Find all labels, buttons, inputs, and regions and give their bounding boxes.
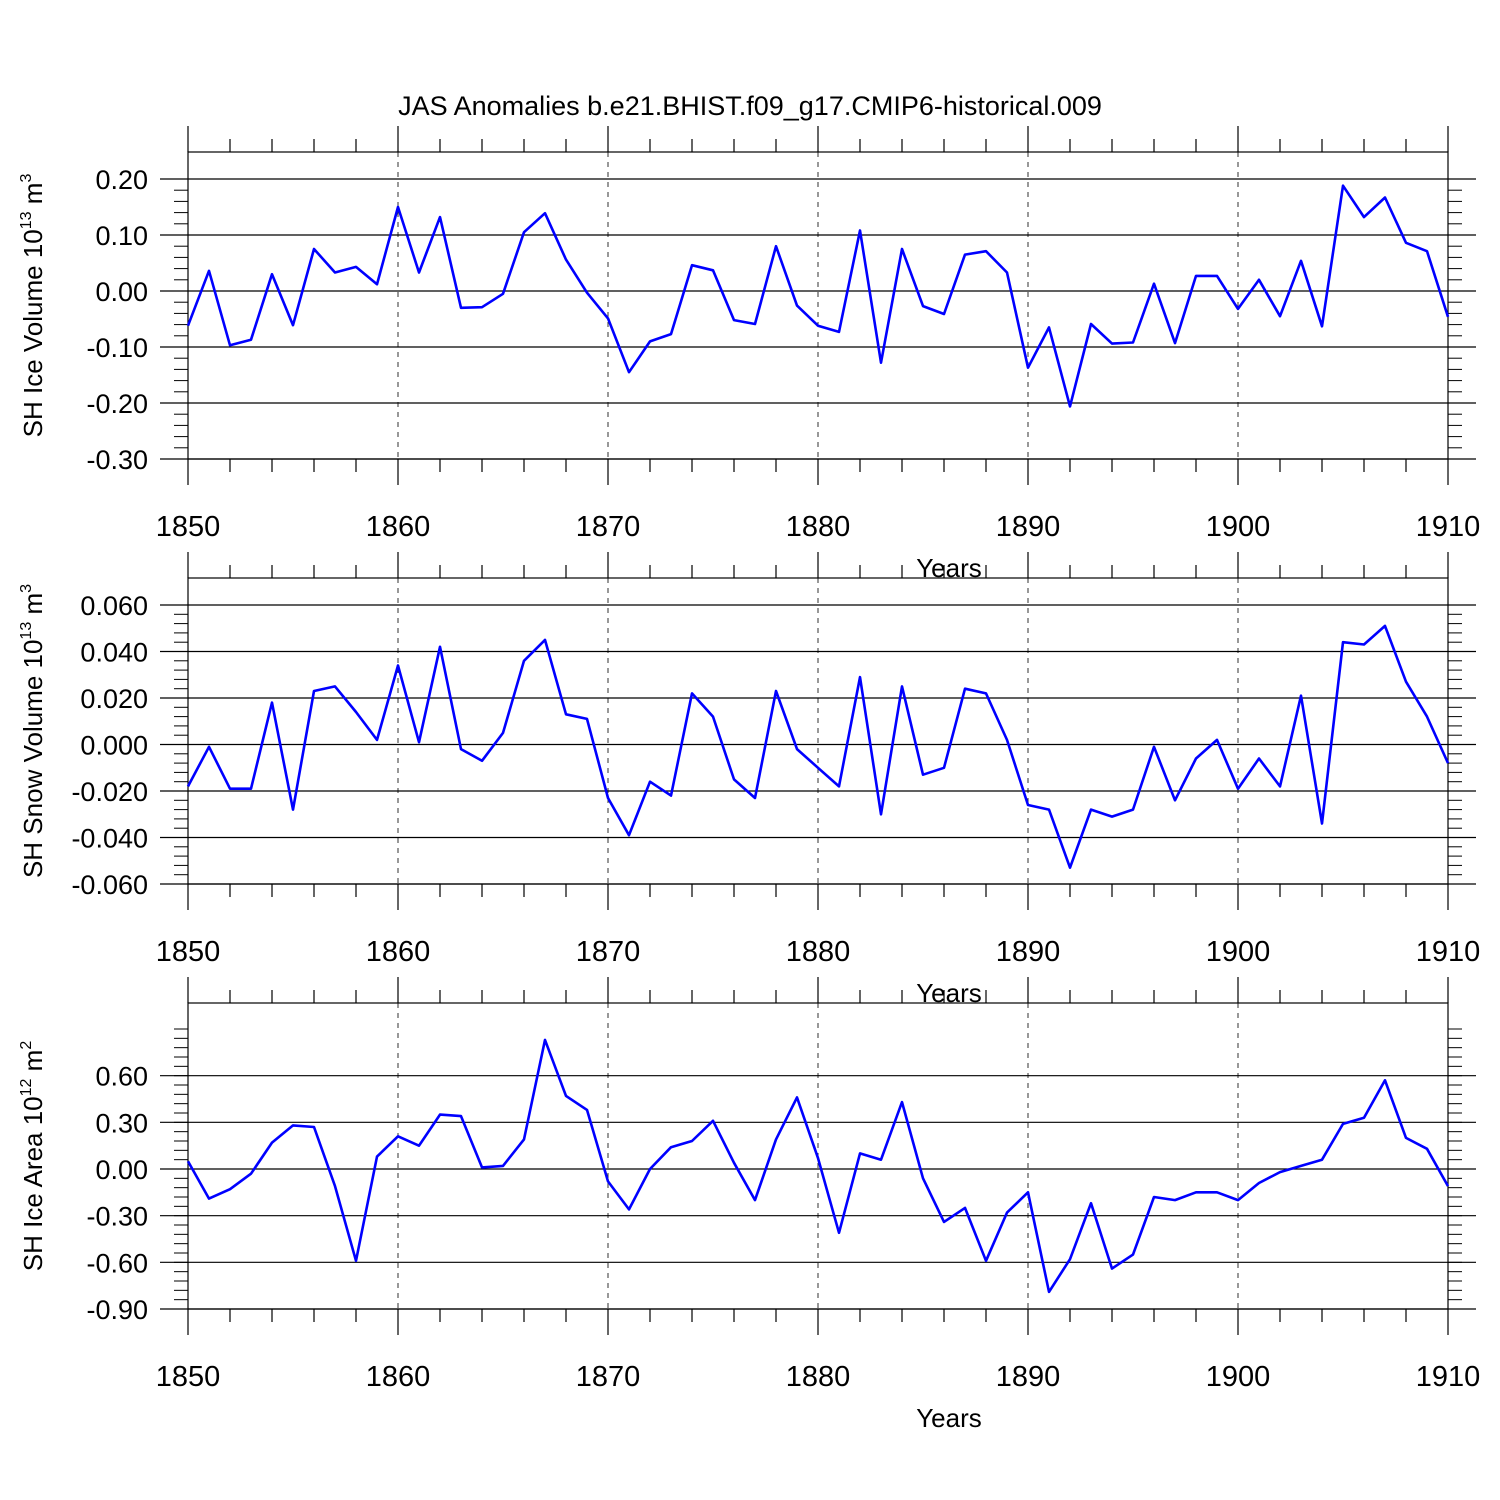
y-axis-label: SH Ice Volume 1013 m3 [18,174,48,438]
x-tick-label: 1890 [996,936,1061,968]
y-tick-label: -0.60 [86,1248,148,1278]
y-tick-label: 0.00 [95,277,148,307]
y-axis-label: SH Snow Volume 1013 m3 [18,584,48,878]
series-line [186,1038,1450,1294]
y-tick-label: -0.060 [71,870,148,900]
y-tick-label: 0.000 [80,731,148,761]
y-tick-label: -0.020 [71,777,148,807]
x-tick-label: 1890 [996,1361,1061,1393]
y-tick-label: 0.00 [95,1155,148,1185]
series-line [186,184,1450,408]
panel-ice-area: 1850 1860 1870 1880 1890 1900 1910 Years 0.60 0.3… [18,977,1480,1433]
x-tick-label: 1870 [576,1361,641,1393]
y-tick-label: 0.30 [95,1108,148,1138]
x-tick-label: 1860 [366,511,431,543]
x-tick-label: 1870 [576,936,641,968]
y-tick-label: 0.060 [80,591,148,621]
y-tick-label: -0.040 [71,824,148,854]
x-tick-label: 1860 [366,1361,431,1393]
y-axis-label: SH Ice Area 1012 m2 [18,1041,48,1272]
y-tick-label: 0.60 [95,1062,148,1092]
x-tick-label: 1880 [786,936,851,968]
panel-ice-volume: 1850 1860 1870 1880 1890 1900 1910Years0.200.1… [18,126,1480,583]
y-tick-label: -0.30 [86,445,148,475]
x-tick-label: 1880 [786,511,851,543]
x-tick-label: 1910 [1416,511,1481,543]
x-tick-label: 1900 [1206,1361,1271,1393]
panel-snow-volume: 1850 1860 1870 1880 1890 1900 1910Years0.0600.… [18,552,1480,1008]
y-tick-label: 0.040 [80,638,148,668]
x-tick-label: 1850 [156,1361,221,1393]
y-tick-label: 0.020 [80,684,148,714]
x-tick-label: 1860 [366,936,431,968]
series-line [186,624,1450,870]
x-tick-label: 1870 [576,511,641,543]
x-tick-label: 1910 [1416,1361,1481,1393]
y-tick-label: -0.30 [86,1202,148,1232]
y-tick-label: -0.90 [86,1295,148,1325]
x-tick-label: 1880 [786,1361,851,1393]
y-tick-label: -0.10 [86,333,148,363]
x-axis-label: Years [916,1403,982,1433]
x-tick-label: 1900 [1206,936,1271,968]
x-tick-label: 1910 [1416,936,1481,968]
x-tick-label: 1850 [156,511,221,543]
y-tick-label: 0.20 [95,165,148,195]
x-tick-label: 1890 [996,511,1061,543]
y-tick-label: 0.10 [95,221,148,251]
chart-title: JAS Anomalies b.e21.BHIST.f09_g17.CMIP6-… [398,91,1102,121]
x-tick-label: 1850 [156,936,221,968]
y-tick-label: -0.20 [86,389,148,419]
x-tick-label: 1900 [1206,511,1271,543]
